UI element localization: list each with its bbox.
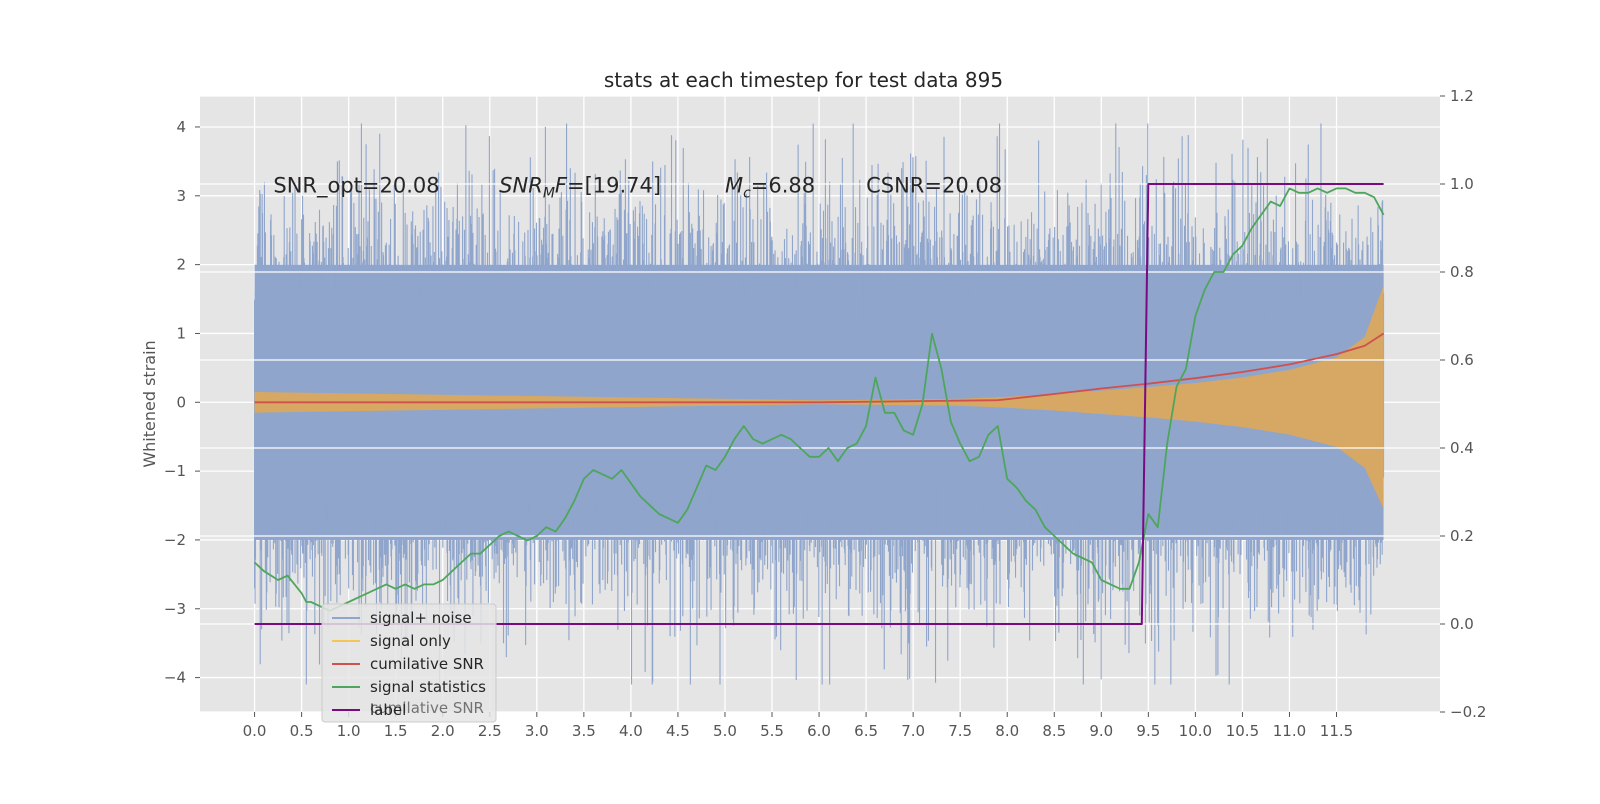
x-tick-label: 9.5	[1136, 722, 1160, 740]
legend-entry-label: cumilative SNR	[370, 655, 484, 673]
legend-box	[321, 603, 497, 723]
legend-entry-label: signal+ noise	[370, 609, 472, 627]
annotation-3: Mc=6.88	[725, 173, 815, 201]
signal-envelope	[254, 285, 1384, 509]
y-tick-label: 3	[176, 187, 186, 205]
annotation-4: CSNR=20.08	[866, 173, 1002, 197]
x-tick-label: 1.0	[337, 722, 361, 740]
y2-tick-label: 0.6	[1450, 351, 1474, 369]
y2-tick-label: 1.2	[1450, 87, 1474, 105]
x-tick-label: 9.0	[1089, 722, 1113, 740]
x-tick-label: 8.5	[1042, 722, 1066, 740]
y-tick-label: −4	[164, 669, 186, 687]
x-tick-label: 11.5	[1320, 722, 1353, 740]
x-tick-label: 5.0	[713, 722, 737, 740]
y-tick-label: −1	[164, 462, 186, 480]
x-tick-label: 1.5	[384, 722, 408, 740]
y-tick-label: 0	[176, 393, 186, 411]
x-tick-label: 10.5	[1226, 722, 1259, 740]
x-axis-ticks: 0.0 0.5 1.0 1.5 2.0 2.5 3.0 3.5 4.0 4.5 5.0 5.5 6.0 6…	[243, 712, 1353, 740]
y-tick-label: 4	[176, 118, 186, 136]
signal-statistics-line	[253, 187, 1385, 612]
x-tick-label: 5.5	[760, 722, 784, 740]
x-tick-label: 0.5	[290, 722, 314, 740]
y2-tick-label: −0.2	[1450, 703, 1486, 721]
x-tick-label: 11.0	[1273, 722, 1306, 740]
x-tick-label: 2.0	[431, 722, 455, 740]
y2-axis-ticks: 1.2 1.0 0.8 0.6 0.4 0.2 0.0 −0.2	[1440, 87, 1486, 721]
legend-entry-label: signal only	[370, 632, 451, 650]
x-tick-label: 6.0	[807, 722, 831, 740]
legend-entry-label: signal statistics	[370, 678, 486, 696]
legend: cumilative SNR signal+ noise signal only cu…	[321, 603, 497, 723]
legend-entry-label: label	[370, 701, 406, 719]
x-tick-label: 3.5	[572, 722, 596, 740]
y-tick-label: −2	[164, 531, 186, 549]
y-tick-label: 1	[176, 324, 186, 342]
annotation-2: SNRMF=[19.74]	[499, 173, 661, 201]
x-tick-label: 7.5	[948, 722, 972, 740]
x-tick-label: 7.0	[901, 722, 925, 740]
x-tick-label: 10.0	[1179, 722, 1212, 740]
legend-ghost-text: cumilative SNR	[370, 699, 484, 717]
cumulative-snr-line	[254, 332, 1385, 404]
x-tick-label: 6.5	[854, 722, 878, 740]
annotation-1: SNR_opt=20.08	[273, 173, 439, 198]
x-tick-label: 3.0	[525, 722, 549, 740]
x-tick-label: 8.0	[995, 722, 1019, 740]
y-tick-label: 2	[176, 256, 186, 274]
x-tick-label: 2.5	[478, 722, 502, 740]
y2-tick-label: 0.4	[1450, 439, 1474, 457]
x-tick-label: 4.5	[666, 722, 690, 740]
y-axis-label: Whitened strain	[140, 340, 159, 467]
y2-tick-label: 1.0	[1450, 175, 1474, 193]
signal-only-series	[254, 285, 1384, 509]
annotations: SNR_opt=20.08 SNRMF=[19.74] Mc=6.88 CSNR=20…	[273, 173, 1002, 201]
y2-tick-label: 0.2	[1450, 527, 1474, 545]
line-series	[253, 183, 1385, 625]
x-tick-label: 0.0	[243, 722, 267, 740]
y2-tick-label: 0.0	[1450, 615, 1474, 633]
chart-title: stats at each timestep for test data 895	[604, 68, 1003, 92]
y2-tick-label: 0.8	[1450, 263, 1474, 281]
y-tick-label: −3	[164, 600, 186, 618]
x-tick-label: 4.0	[619, 722, 643, 740]
y-axis-ticks: 4 3 2 1 0 −1 −2 −3 −4	[164, 118, 200, 687]
label-line	[254, 183, 1384, 625]
